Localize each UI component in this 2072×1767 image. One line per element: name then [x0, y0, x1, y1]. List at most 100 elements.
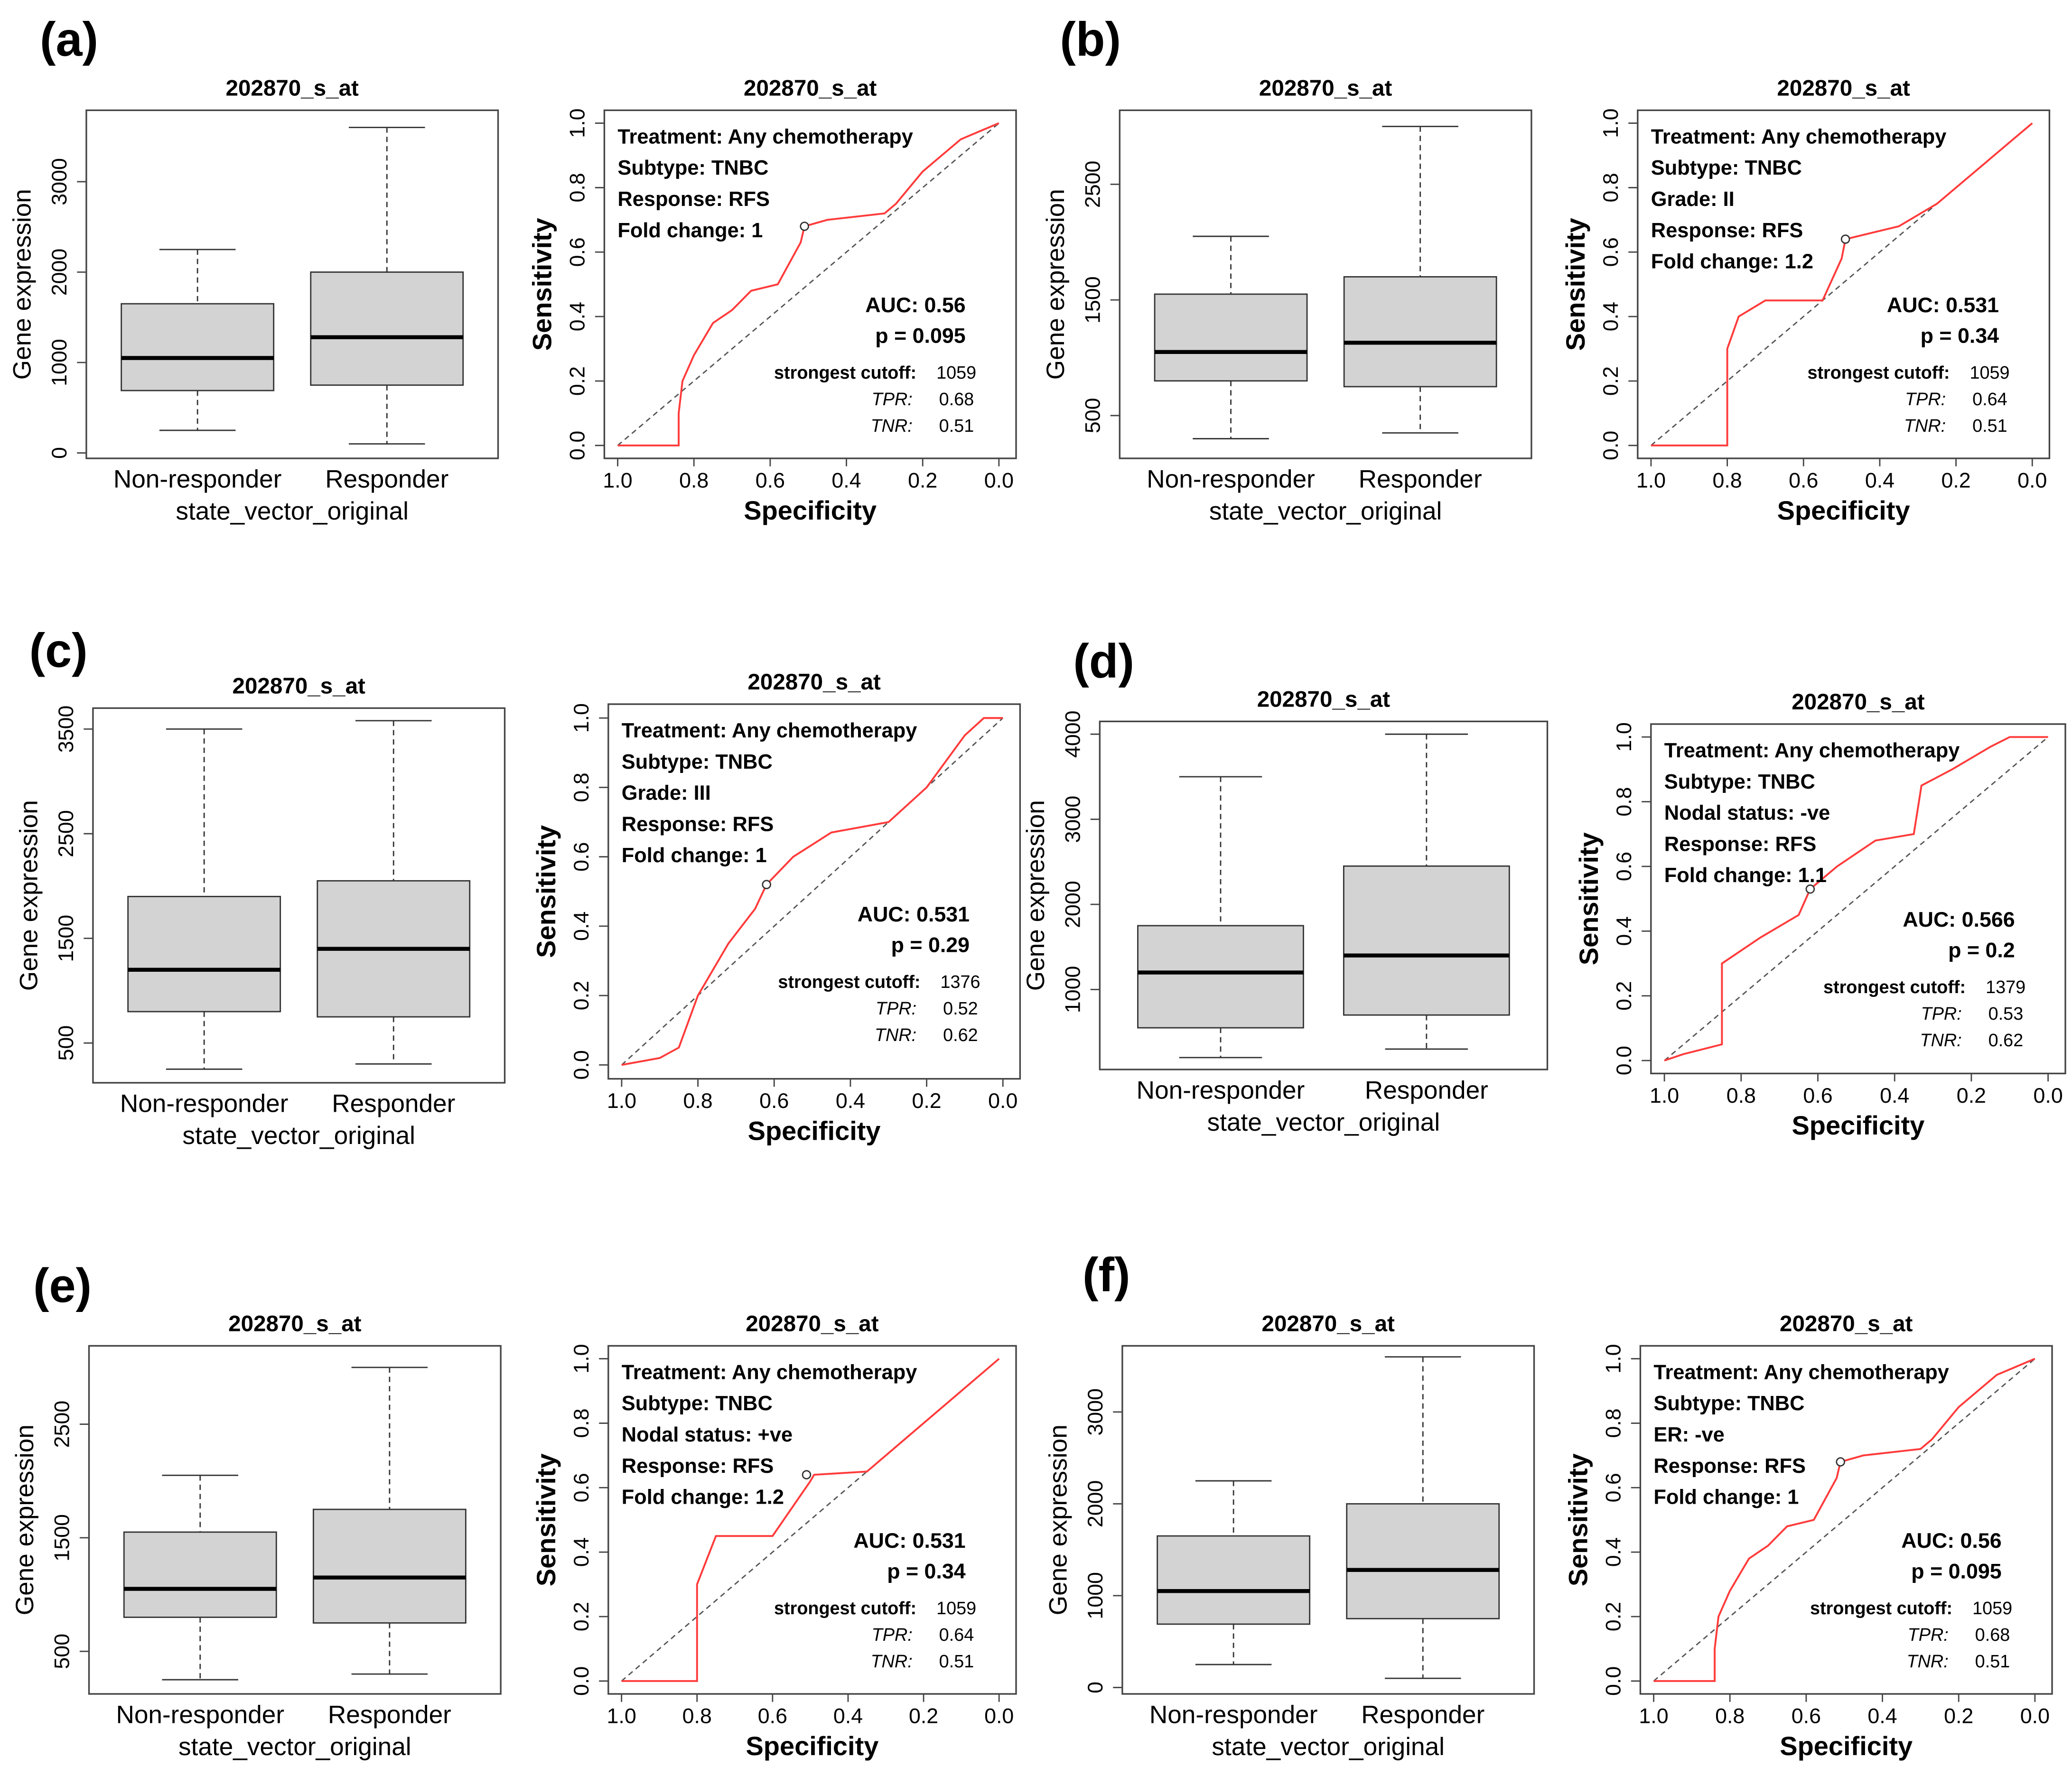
- y-tick-label: 0.8: [1612, 787, 1636, 817]
- tpr-value: 0.52: [943, 999, 978, 1019]
- x-tick-label: Non-responder: [116, 1701, 284, 1729]
- roc-curve: [1651, 122, 2033, 446]
- cutoff-point: [1836, 1457, 1845, 1467]
- y-tick-label: 0.8: [565, 173, 589, 202]
- annotation-line: ER: -ve: [1653, 1423, 1724, 1446]
- y-tick-label: 3500: [54, 706, 78, 753]
- cutoff-label: strongest cutoff:: [1823, 977, 1966, 997]
- x-tick-label: 0.6: [1789, 469, 1818, 493]
- chart-title: 202870_s_at: [1777, 76, 1910, 101]
- x-tick-label: 0.8: [1727, 1084, 1756, 1107]
- y-tick-label: 0.4: [1599, 302, 1623, 331]
- tnr-label: TNR:: [1907, 1652, 1949, 1672]
- x-tick-label: 0.0: [2017, 469, 2047, 493]
- y-tick-label: 3000: [47, 158, 71, 205]
- p-value-label: p = 0.2: [1948, 939, 2015, 962]
- y-tick-label: 0.0: [1612, 1046, 1636, 1075]
- x-tick-label: 0.2: [1957, 1084, 1986, 1107]
- y-tick-label: 0.8: [569, 772, 593, 802]
- y-tick-label: 0.0: [569, 1050, 593, 1079]
- chart-title: 202870_s_at: [1780, 1311, 1913, 1337]
- y-tick-label: 0.4: [565, 302, 589, 331]
- y-tick-label: 1500: [54, 915, 78, 962]
- x-axis-label: Specificity: [1777, 495, 1910, 525]
- y-tick-label: 2500: [1081, 161, 1104, 208]
- cutoff-value: 1059: [1969, 363, 2009, 383]
- plot-frame: [88, 1345, 502, 1695]
- annotation-line: Treatment: Any chemotherapy: [617, 125, 913, 148]
- panel-f: (f) 202870_s_at 0 1000 2000 3000 Gene expressi…: [1044, 1249, 2053, 1761]
- y-tick-label: 0.8: [1599, 173, 1623, 202]
- y-tick-label: 0.2: [1601, 1602, 1625, 1631]
- x-tick-label: 0.8: [1712, 469, 1742, 493]
- annotation-line: Subtype: TNBC: [1653, 1392, 1804, 1415]
- auc-label: AUC: 0.531: [1887, 293, 1999, 317]
- x-tick-label: Non-responder: [120, 1090, 289, 1118]
- annotation-line: Fold change: 1.2: [1651, 251, 1813, 273]
- plot-frame: [85, 109, 499, 459]
- tnr-value: 0.51: [1975, 1652, 2010, 1672]
- chart-title: 202870_s_at: [233, 674, 366, 699]
- cutoff-value: 1059: [936, 363, 976, 383]
- roc-plot: 202870_s_at 0.0 0.2 0.4 0.6 0.8 1.0 1.0 0.8 0.6 0.…: [531, 1311, 1017, 1761]
- x-tick-label: 1.0: [1650, 1084, 1679, 1107]
- cutoff-point: [802, 1470, 812, 1479]
- annotation-line: Subtype: TNBC: [617, 157, 768, 179]
- y-tick-label: 0.4: [1612, 916, 1636, 946]
- x-tick-label: 0.8: [1715, 1704, 1745, 1728]
- tnr-value: 0.51: [939, 1652, 974, 1672]
- x-tick-label: Responder: [1361, 1701, 1484, 1729]
- auc-label: AUC: 0.566: [1903, 908, 2015, 931]
- y-tick-label: 0.6: [1612, 852, 1636, 881]
- cutoff-point: [762, 880, 771, 889]
- y-axis-label: Sensitivity: [1563, 1453, 1593, 1586]
- roc-plot: 202870_s_at 0.0 0.2 0.4 0.6 0.8 1.0 1.0 0.8 0.6 0.…: [531, 670, 1021, 1145]
- annotation-line: Fold change: 1: [617, 219, 763, 242]
- auc-label: AUC: 0.531: [858, 902, 970, 926]
- y-tick-label: 0.8: [569, 1408, 593, 1438]
- y-axis-label: Gene expression: [15, 800, 43, 991]
- y-tick-label: 1.0: [569, 1344, 593, 1373]
- panel-b: (b) 202870_s_at 500 1500 2500 Gene expression…: [1042, 13, 2051, 525]
- boxplot: 202870_s_at 0 1000 2000 3000 Gene expression N…: [1044, 1311, 1535, 1761]
- x-axis-label: state_vector_original: [1212, 1733, 1445, 1761]
- boxplot: 202870_s_at 500 1500 2500 3500 Gene expressio…: [15, 674, 506, 1150]
- y-axis-label: Sensitivity: [531, 825, 561, 958]
- x-tick-label: Responder: [328, 1701, 451, 1729]
- x-tick-label: 0.4: [1865, 469, 1895, 493]
- tpr-value: 0.64: [1972, 390, 2007, 409]
- x-tick-label: 0.6: [759, 1089, 789, 1113]
- annotation-line: Response: RFS: [1651, 219, 1803, 242]
- y-tick-label: 1000: [1061, 966, 1084, 1014]
- x-tick-label: Non-responder: [113, 465, 282, 493]
- cutoff-value: 1059: [936, 1599, 976, 1618]
- tnr-value: 0.51: [1972, 416, 2007, 436]
- x-tick-label: 0.6: [1803, 1084, 1832, 1107]
- y-tick-label: 0.2: [569, 981, 593, 1010]
- plot-frame: [607, 703, 1021, 1080]
- iqr-box: [1157, 1535, 1311, 1625]
- roc-curve: [621, 1358, 1000, 1682]
- x-tick-label: 0.4: [831, 469, 861, 493]
- plot-frame: [1099, 720, 1549, 1070]
- y-tick-label: 0.6: [569, 1473, 593, 1502]
- tpr-label: TPR:: [1905, 390, 1946, 409]
- iqr-box: [1137, 925, 1304, 1029]
- annotation-line: Nodal status: +ve: [622, 1423, 793, 1446]
- y-tick-label: 2000: [1083, 1480, 1107, 1528]
- y-tick-label: 0.6: [569, 842, 593, 872]
- annotation-line: Subtype: TNBC: [622, 751, 773, 773]
- x-tick-label: 1.0: [1636, 469, 1666, 493]
- annotation-line: Subtype: TNBC: [1664, 771, 1815, 793]
- cutoff-label: strongest cutoff:: [774, 1599, 916, 1618]
- y-axis-label: Sensitivity: [1560, 218, 1590, 351]
- roc-plot: 202870_s_at 0.0 0.2 0.4 0.6 0.8 1.0 1.0 0.8 0.6 0.…: [1563, 1311, 2053, 1761]
- cutoff-label: strongest cutoff:: [774, 363, 916, 383]
- y-tick-label: 0: [1083, 1682, 1107, 1693]
- chart-title: 202870_s_at: [1262, 1311, 1395, 1337]
- y-tick-label: 500: [1081, 398, 1104, 433]
- iqr-box: [123, 1531, 277, 1618]
- y-axis-label: Gene expression: [11, 1424, 39, 1615]
- y-tick-label: 0.6: [1601, 1473, 1625, 1502]
- y-tick-label: 4000: [1061, 710, 1084, 758]
